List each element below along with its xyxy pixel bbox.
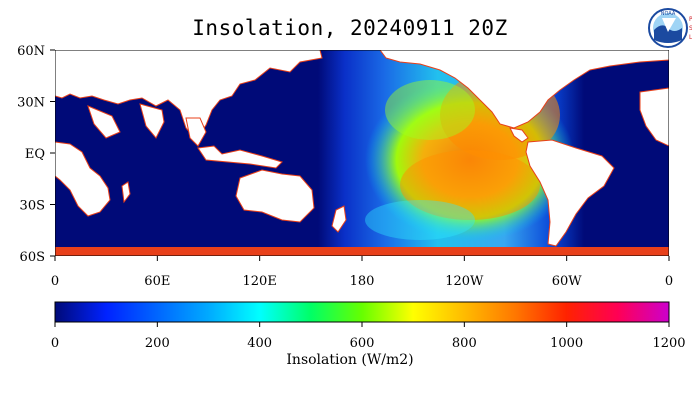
logo-side-s: S xyxy=(689,25,692,32)
lon-tick-label: 0 xyxy=(665,274,673,289)
land-africa xyxy=(55,141,111,217)
land-new-zealand xyxy=(331,205,347,233)
map-area xyxy=(55,50,669,256)
colorbar-tick-label: 0 xyxy=(51,336,59,351)
land-maritime-continent xyxy=(197,145,283,169)
noaa-logo-icon: NOAA P S L xyxy=(648,8,692,48)
colorbar-tick-label: 800 xyxy=(452,336,477,351)
land-central-america xyxy=(509,127,529,143)
lon-tick-label: 0 xyxy=(51,274,59,289)
lon-tick-label: 180 xyxy=(350,274,375,289)
colorbar-tick-label: 200 xyxy=(145,336,170,351)
land-madagascar xyxy=(121,181,131,204)
lat-tick-label: EQ xyxy=(25,147,45,162)
lon-tick-label: 60E xyxy=(144,274,170,289)
land-south-america xyxy=(525,139,615,247)
land-india xyxy=(139,103,165,139)
longitude-ticks: 0 60E 120E 180 120W 60W 0 xyxy=(51,256,673,289)
colorbar-ticks: 0 200 400 600 800 1000 1200 xyxy=(51,322,686,351)
colorbar xyxy=(54,301,670,323)
lon-tick-label: 60W xyxy=(552,274,583,289)
land-north-america xyxy=(379,50,669,129)
lon-tick-label: 120E xyxy=(243,274,277,289)
map-title: Insolation, 20240911 20Z xyxy=(192,16,508,40)
latitude-ticks: 60N 30N EQ 30S 60S xyxy=(17,44,55,265)
colorbar-tick-label: 600 xyxy=(350,336,375,351)
antarctica-edge xyxy=(55,247,669,256)
land-europe-asia xyxy=(55,50,323,141)
logo-text: NOAA xyxy=(661,11,676,17)
insolation-high-south xyxy=(400,150,540,220)
lat-tick-label: 30N xyxy=(17,96,45,111)
lat-tick-label: 60S xyxy=(20,250,45,265)
land-africa-east-wrap xyxy=(639,87,669,147)
lat-tick-label: 30S xyxy=(20,199,45,214)
logo-side-p: P xyxy=(689,16,692,23)
land-indochina xyxy=(185,117,207,147)
colorbar-tick-label: 1200 xyxy=(652,336,685,351)
colorbar-tick-label: 400 xyxy=(247,336,272,351)
lon-tick-label: 120W xyxy=(445,274,484,289)
colorbar-label: Insolation (W/m2) xyxy=(286,352,414,368)
colorbar-tick-label: 1000 xyxy=(550,336,583,351)
land-arabia xyxy=(87,105,121,139)
land-australia xyxy=(235,169,315,223)
lat-tick-label: 60N xyxy=(17,44,45,59)
insolation-mid-west xyxy=(385,80,475,140)
logo-side-l: L xyxy=(689,34,692,41)
landmasses xyxy=(55,50,669,247)
insolation-mid-south xyxy=(365,200,475,240)
